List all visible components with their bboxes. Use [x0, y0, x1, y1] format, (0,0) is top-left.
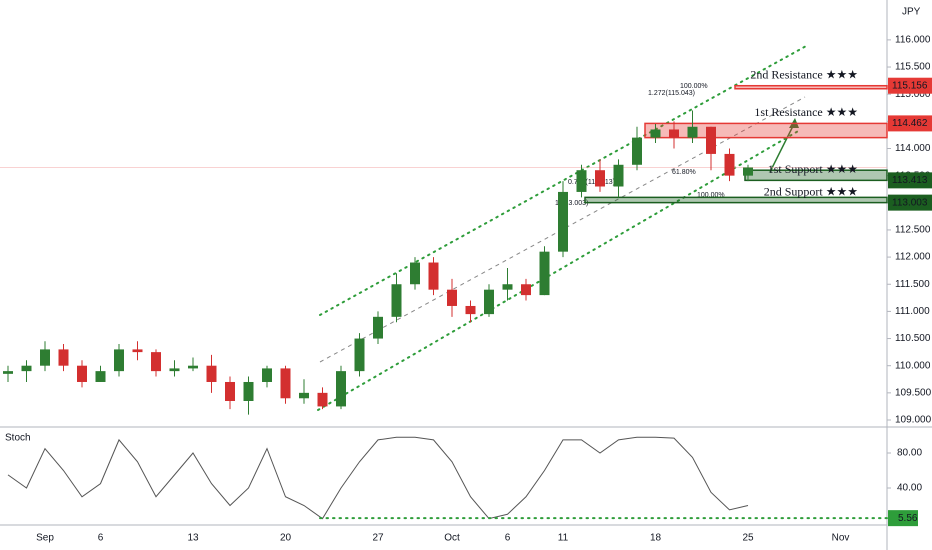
- fib-label: 1(113.003): [555, 200, 588, 207]
- y-tick-label: 80.00: [897, 448, 922, 459]
- level-zone: [644, 122, 888, 139]
- candle-body: [317, 392, 328, 407]
- x-tick-label: Oct: [444, 533, 460, 544]
- candle-body: [669, 129, 679, 138]
- candle-body: [613, 164, 624, 187]
- x-tick-label: Sep: [36, 533, 54, 544]
- level-zone: [584, 196, 888, 204]
- candle-body: [206, 365, 217, 382]
- x-tick-label: 20: [280, 533, 292, 544]
- candle-body: [169, 368, 180, 372]
- candle-body: [40, 349, 50, 366]
- stoch-level-tag: [888, 510, 918, 527]
- channel-lower: [317, 129, 801, 411]
- fib-label: 1.272(115.043): [648, 90, 695, 97]
- y-tick-label: 111.500: [895, 279, 930, 290]
- candle-body: [521, 284, 531, 296]
- projection-arrow: [769, 121, 796, 173]
- level-label: 1st Resistance ★★★: [754, 105, 858, 119]
- candle-body: [373, 316, 383, 339]
- candle-body: [336, 371, 346, 407]
- price-tag: [888, 115, 932, 132]
- y-tick-label: 116.000: [895, 35, 931, 46]
- fib-label: 0.786(113.413): [568, 179, 615, 186]
- candle-body: [77, 365, 87, 382]
- candle-body: [558, 191, 568, 252]
- candle-body: [632, 137, 642, 165]
- candle-body: [114, 349, 124, 372]
- x-tick-label: 25: [742, 533, 754, 544]
- y-tick-label: 109.000: [895, 415, 932, 426]
- x-tick-label: 27: [372, 533, 384, 544]
- price-tag: [888, 194, 932, 211]
- y-tick-label: 110.000: [895, 360, 931, 371]
- price-tag-label: 114.462: [892, 118, 928, 129]
- candle-body: [706, 126, 716, 154]
- candle-body: [95, 371, 106, 382]
- level-label: 2nd Resistance ★★★: [750, 67, 858, 81]
- candle-body: [225, 381, 235, 401]
- candle-body: [58, 349, 69, 366]
- candle-body: [428, 262, 439, 290]
- candle-body: [391, 284, 402, 317]
- candle-body: [724, 153, 735, 176]
- channel-upper: [319, 44, 809, 316]
- candle-body: [262, 368, 272, 382]
- candle-body: [151, 352, 161, 372]
- x-tick-label: 18: [650, 533, 662, 544]
- stoch-title: Stoch: [5, 433, 31, 444]
- candle-body: [280, 368, 291, 399]
- y-tick-label: 111.000: [895, 306, 930, 317]
- candle-body: [188, 365, 198, 369]
- candle-body: [687, 126, 698, 138]
- candle-body: [3, 371, 13, 374]
- x-tick-label: 6: [98, 533, 104, 544]
- level-zone: [734, 84, 888, 90]
- candle-body: [539, 251, 550, 296]
- candle-body: [410, 262, 420, 285]
- y-tick-label: 115.500: [895, 62, 931, 73]
- candle-body: [354, 338, 365, 372]
- price-tag: [888, 77, 932, 94]
- candle-body: [465, 305, 476, 315]
- y-tick-label: 114.000: [895, 143, 931, 154]
- candle-body: [484, 289, 494, 315]
- y-tick-label: 109.500: [895, 387, 932, 398]
- price-tag-label: 113.003: [892, 197, 928, 208]
- fib-label: 61.80%: [672, 169, 696, 176]
- stoch-line: [7, 436, 749, 520]
- x-tick-label: Nov: [832, 533, 850, 544]
- y-tick-label: 112.500: [895, 225, 931, 236]
- x-tick-label: 6: [505, 533, 511, 544]
- fib-label: 100.00%: [680, 83, 708, 90]
- candle-body: [650, 129, 661, 138]
- level-label: 1st Support ★★★: [768, 162, 858, 176]
- y-tick-label: 40.00: [897, 483, 922, 494]
- y-tick-label: 115.000: [895, 89, 931, 100]
- price-tag: [888, 172, 932, 189]
- candle-body: [243, 381, 254, 401]
- candle-body: [502, 284, 513, 290]
- stoch-level-label: 5.56: [898, 513, 918, 524]
- candle-body: [576, 170, 587, 192]
- price-tag-label: 113.413: [892, 175, 928, 186]
- y-tick-label: 112.000: [895, 252, 931, 263]
- candle-body: [132, 349, 143, 353]
- x-tick-label: 13: [187, 533, 199, 544]
- candle-body: [743, 167, 753, 176]
- fib-label: 100.00%: [697, 192, 725, 199]
- x-tick-label: 11: [558, 533, 569, 544]
- level-label: 2nd Support ★★★: [764, 184, 858, 198]
- price-tag-label: 115.156: [892, 80, 928, 91]
- candle-body: [595, 170, 605, 187]
- candle-body: [21, 365, 32, 372]
- candle-body: [299, 392, 309, 399]
- currency-label: JPY: [902, 7, 921, 18]
- y-tick-label: 110.500: [895, 333, 931, 344]
- candle-body: [447, 289, 457, 306]
